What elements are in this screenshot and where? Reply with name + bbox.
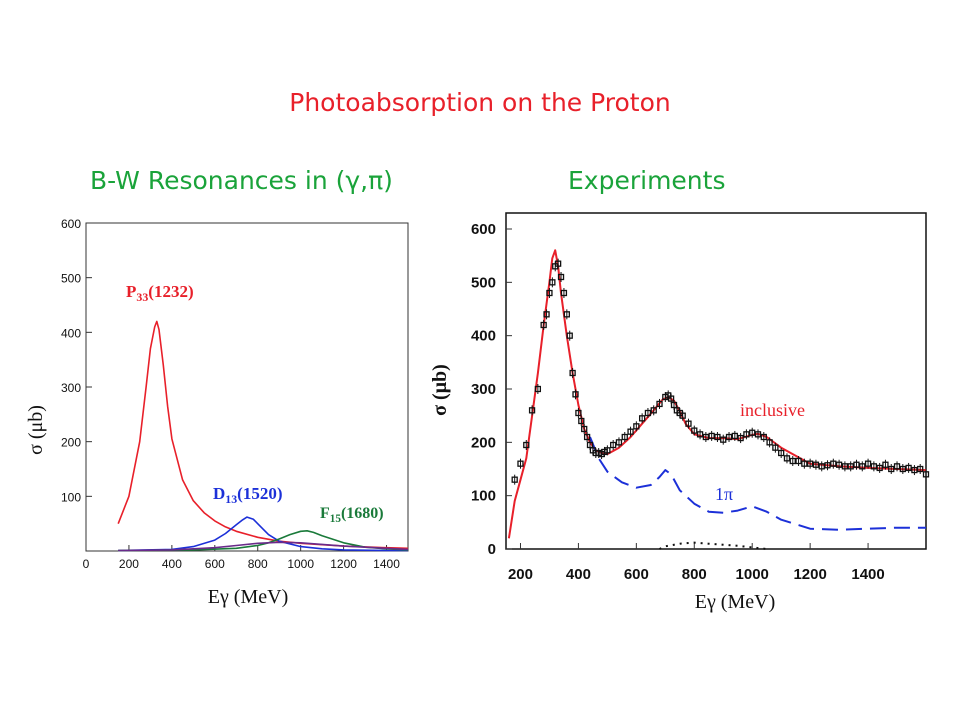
x-tick-label: 0 (83, 557, 90, 571)
y-tick-label: 200 (61, 436, 81, 450)
y-tick-label: 500 (61, 272, 81, 286)
slide-title: Photoabsorption on the Proton (289, 88, 671, 117)
x-tick-label: 400 (162, 557, 182, 571)
series-line-1 (589, 436, 926, 531)
series-annotation: P33(1232) (126, 282, 194, 304)
series-line-2 (118, 530, 409, 552)
plot-frame (505, 212, 927, 550)
right-heading: Experiments (568, 166, 726, 195)
series-annotation: F15(1680) (320, 505, 384, 525)
x-tick-label: 1400 (851, 566, 884, 583)
y-tick-label: 300 (471, 381, 496, 398)
series-annotation: 1π (715, 484, 733, 504)
x-tick-label: 600 (205, 557, 225, 571)
y-tick-label: 0 (488, 541, 496, 558)
series-line-0 (507, 249, 927, 539)
series-annotation: inclusive (740, 400, 805, 420)
y-tick-label: 400 (471, 328, 496, 345)
x-axis-label: Eγ (MeV) (208, 586, 288, 608)
y-tick-label: 200 (471, 434, 496, 451)
x-tick-label: 800 (682, 566, 707, 583)
y-tick-label: 500 (471, 274, 496, 291)
x-axis-label: Eγ (MeV) (695, 591, 775, 613)
left-heading: B-W Resonances in (γ,π) (90, 166, 393, 195)
y-tick-label: 300 (61, 381, 81, 395)
y-tick-label: 100 (61, 490, 81, 504)
x-tick-label: 200 (508, 566, 533, 583)
y-tick-label: 600 (471, 221, 496, 238)
x-tick-label: 1000 (287, 557, 314, 571)
series-line-3 (118, 541, 409, 552)
y-axis-label: σ (μb) (429, 364, 451, 416)
series-annotation: D13(1520) (213, 484, 283, 506)
y-tick-label: 600 (61, 217, 81, 231)
x-tick-label: 1200 (793, 566, 826, 583)
x-tick-label: 1200 (330, 557, 357, 571)
x-tick-label: 1400 (373, 557, 400, 571)
y-tick-label: 100 (471, 488, 496, 505)
y-axis-label: σ (μb) (25, 405, 47, 455)
bw-resonance-chart: 0 200 400 600 800 1000 1200 1400 100 200 300 400 500… (25, 217, 409, 608)
experiment-chart: 200 400 600 800 1000 1200 1400 0 100 200 300 400 500… (429, 212, 930, 613)
x-tick-label: 1000 (736, 566, 769, 583)
x-tick-label: 600 (624, 566, 649, 583)
series-line-2 (659, 541, 767, 550)
x-tick-label: 200 (119, 557, 139, 571)
y-tick-label: 400 (61, 326, 81, 340)
x-tick-label: 800 (248, 557, 268, 571)
x-tick-label: 400 (566, 566, 591, 583)
series-line-1 (118, 516, 408, 552)
